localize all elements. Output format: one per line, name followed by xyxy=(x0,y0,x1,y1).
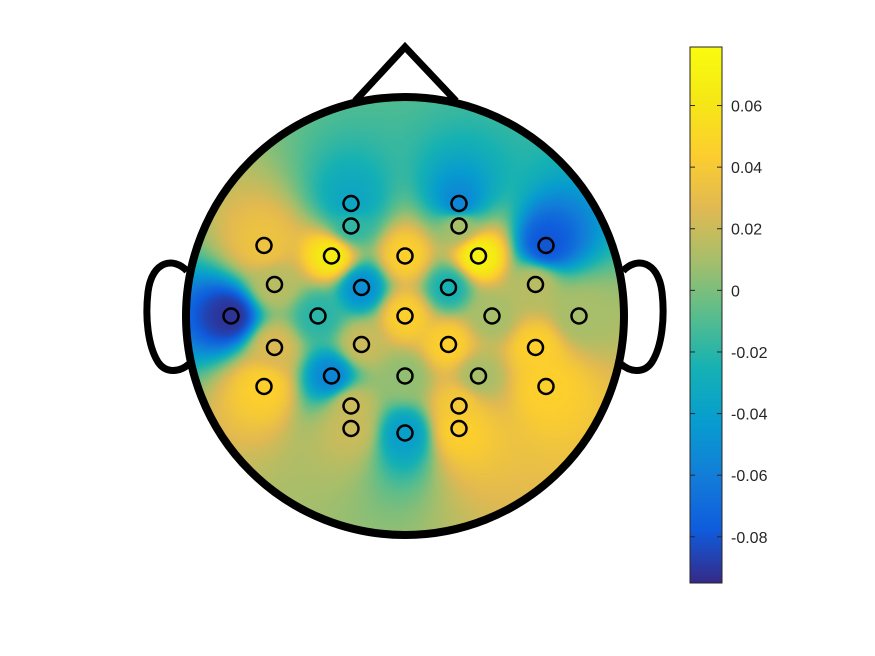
colorbar-tick-label: 0 xyxy=(731,283,740,300)
scalp-outline xyxy=(182,93,628,539)
electrode-marker-29 xyxy=(450,397,468,415)
electrode-marker-23 xyxy=(255,377,273,396)
electrode-marker-10 xyxy=(265,275,284,294)
colorbar-tick-label: -0.08 xyxy=(731,530,768,547)
electrode-marker-24 xyxy=(322,367,341,385)
electrode-marker-16 xyxy=(396,307,414,325)
electrode-marker-5 xyxy=(255,236,273,255)
electrode-marker-3 xyxy=(342,217,360,235)
electrode-marker-28 xyxy=(342,397,360,415)
electrode-marker-13 xyxy=(526,275,545,294)
electrode-marker-2 xyxy=(450,194,468,213)
electrode-marker-32 xyxy=(450,419,468,438)
electrode-marker-4 xyxy=(450,217,468,235)
electrode-marker-15 xyxy=(309,307,327,325)
right-ear-outline xyxy=(618,259,667,374)
colorbar-tick-label: -0.02 xyxy=(731,345,768,362)
head-outline xyxy=(143,41,667,374)
electrode-marker-19 xyxy=(265,338,284,357)
electrode-marker-11 xyxy=(352,278,371,297)
electrode-marker-17 xyxy=(483,307,501,325)
electrode-marker-18 xyxy=(570,307,588,325)
electrode-marker-27 xyxy=(537,377,555,396)
electrode-marker-8 xyxy=(469,247,488,265)
electrode-marker-1 xyxy=(342,194,360,213)
left-ear-outline xyxy=(143,259,192,374)
colorbar-scale xyxy=(689,46,723,584)
electrode-marker-20 xyxy=(352,335,371,354)
nose-outline xyxy=(352,41,459,104)
electrode-marker-21 xyxy=(439,335,458,354)
electrode-marker-26 xyxy=(469,367,488,385)
electrode-marker-14 xyxy=(222,307,240,325)
colorbar-tick-label: -0.04 xyxy=(731,407,768,424)
colorbar-tick-label: 0.06 xyxy=(731,99,762,116)
colorbar-tick-label: 0.02 xyxy=(731,222,762,239)
electrode-marker-12 xyxy=(439,278,458,297)
colorbar: 0.06 0.04 0.02 0 -0.02 -0.04 -0.06 -0.08 xyxy=(689,46,768,584)
electrode-marker-31 xyxy=(396,424,414,442)
colorbar-tick-label: -0.06 xyxy=(731,468,768,485)
colorbar-tick-label: 0.04 xyxy=(731,160,762,177)
electrode-marker-22 xyxy=(526,338,545,357)
electrode-marker-9 xyxy=(537,236,555,255)
electrode-marker-6 xyxy=(322,247,341,265)
electrode-marker-7 xyxy=(396,247,414,265)
colorbar-ticks: 0.06 0.04 0.02 0 -0.02 -0.04 -0.06 -0.08 xyxy=(690,99,768,547)
electrodes xyxy=(222,194,588,442)
electrode-marker-30 xyxy=(342,419,360,438)
electrode-marker-25 xyxy=(396,367,414,385)
